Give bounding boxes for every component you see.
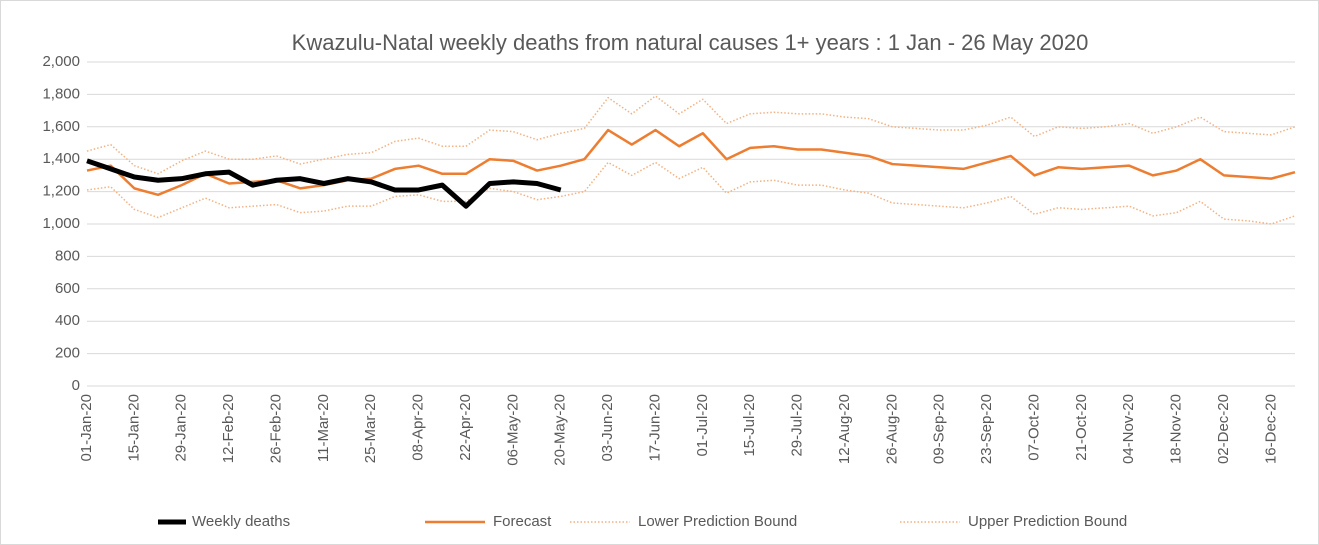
series-line <box>86 158 562 209</box>
x-tick-label: 01-Jul-20 <box>694 394 711 457</box>
x-tick-label: 29-Jul-20 <box>789 394 806 457</box>
y-tick-label: 400 <box>55 312 80 329</box>
x-tick-label: 20-May-20 <box>552 394 569 466</box>
y-tick-label: 600 <box>55 280 80 297</box>
x-tick-label: 15-Jan-20 <box>125 394 142 462</box>
x-tick-label: 09-Sep-20 <box>931 394 948 464</box>
legend-label: Weekly deaths <box>192 513 290 530</box>
y-tick-label: 800 <box>55 247 80 264</box>
x-tick-label: 18-Nov-20 <box>1168 394 1185 464</box>
x-tick-label: 12-Aug-20 <box>836 394 853 464</box>
y-tick-label: 200 <box>55 345 80 362</box>
y-tick-label: 1,000 <box>42 215 80 232</box>
x-tick-label: 26-Feb-20 <box>267 394 284 463</box>
series-line <box>86 95 1296 175</box>
x-tick-label: 01-Jan-20 <box>78 394 95 462</box>
x-tick-label: 21-Oct-20 <box>1073 394 1090 461</box>
x-tick-label: 29-Jan-20 <box>173 394 190 462</box>
y-tick-label: 0 <box>72 377 80 394</box>
legend-label: Upper Prediction Bound <box>968 513 1127 530</box>
x-tick-label: 03-Jun-20 <box>599 394 616 462</box>
y-tick-label: 1,200 <box>42 183 80 200</box>
x-tick-label: 16-Dec-20 <box>1262 394 1279 464</box>
x-tick-label: 06-May-20 <box>504 394 521 466</box>
x-tick-label: 04-Nov-20 <box>1120 394 1137 464</box>
y-tick-label: 1,600 <box>42 118 80 135</box>
x-tick-label: 11-Mar-20 <box>315 394 332 462</box>
x-tick-label: 12-Feb-20 <box>220 394 237 463</box>
x-tick-label: 15-Jul-20 <box>741 394 758 457</box>
y-tick-label: 2,000 <box>42 53 80 70</box>
x-tick-label: 17-Jun-20 <box>646 394 663 462</box>
x-tick-label: 02-Dec-20 <box>1215 394 1232 464</box>
legend-label: Forecast <box>493 513 552 530</box>
series-line <box>86 128 1296 197</box>
legend-label: Lower Prediction Bound <box>638 513 797 530</box>
x-tick-label: 25-Mar-20 <box>362 394 379 463</box>
chart-title: Kwazulu-Natal weekly deaths from natural… <box>292 30 1089 55</box>
x-tick-label: 23-Sep-20 <box>978 394 995 464</box>
x-tick-label: 07-Oct-20 <box>1025 394 1042 461</box>
x-tick-label: 08-Apr-20 <box>410 394 427 461</box>
y-tick-label: 1,800 <box>42 85 80 102</box>
y-tick-label: 1,400 <box>42 150 80 167</box>
x-tick-label: 22-Apr-20 <box>457 394 474 461</box>
x-tick-label: 26-Aug-20 <box>883 394 900 464</box>
